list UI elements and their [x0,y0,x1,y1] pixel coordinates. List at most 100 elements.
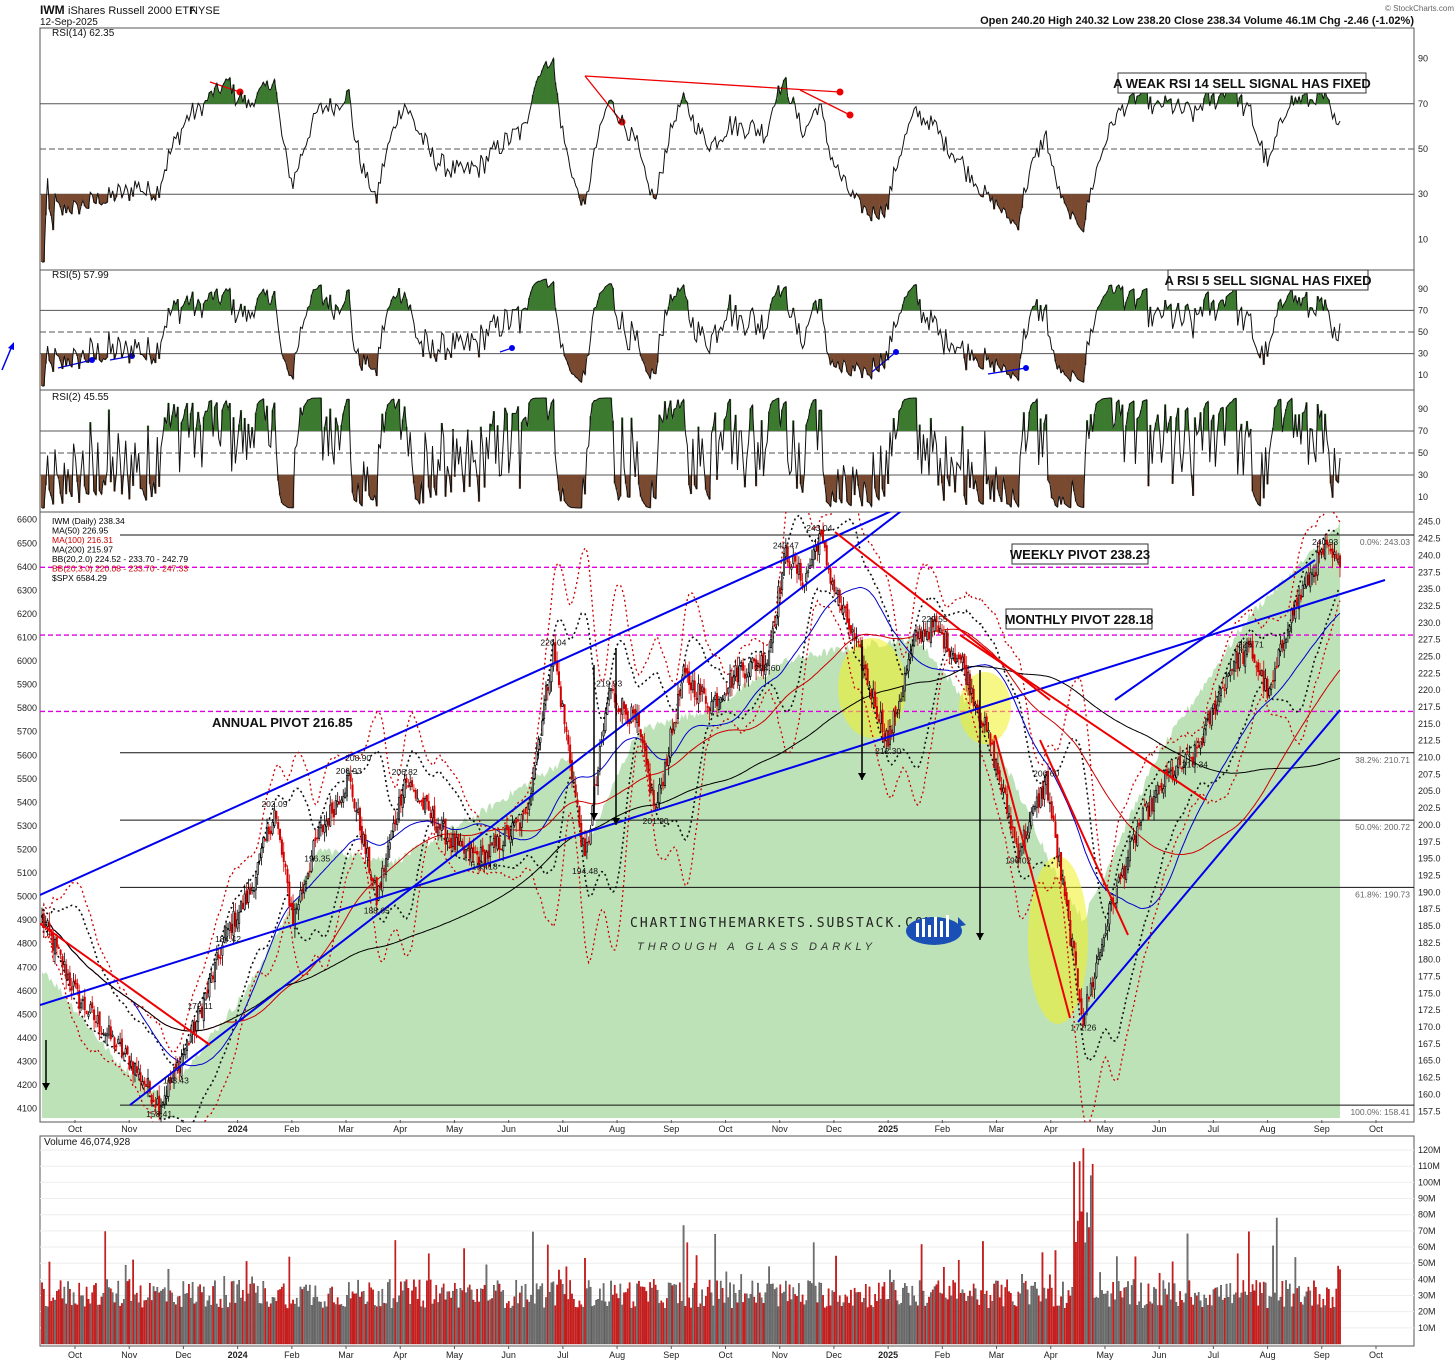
x-month-label: May [446,1350,464,1360]
volume-bar [792,1287,795,1345]
volume-bar [985,1290,988,1345]
candle-body [321,824,324,832]
volume-bar [673,1284,676,1345]
candle-body [957,654,960,660]
price-left-tick: 4200 [17,1080,37,1090]
monthly-pivot-label: MONTHLY PIVOT 228.18 [1005,608,1153,630]
candle-body [474,851,477,854]
volume-bar [944,1297,947,1345]
x-month-label: May [446,1124,464,1134]
red-trendline [40,922,211,1046]
volume-bar [1036,1288,1038,1345]
candle-body [742,662,745,671]
rsi2-tick: 50 [1418,448,1428,458]
volume-bar [398,1295,400,1345]
volume-bar [1058,1305,1061,1345]
volume-bar [364,1304,367,1345]
volume-bar [1314,1287,1317,1345]
candle-body [939,628,942,633]
candle-body [758,663,761,669]
volume-bar [1101,1290,1103,1345]
candle-body [647,760,650,774]
candle-body [849,625,852,634]
divergence-arrow-icon [236,88,244,96]
candle-body [699,684,702,696]
volume-bar [729,1282,731,1345]
volume-bar [1136,1305,1139,1345]
volume-bar [420,1306,423,1345]
volume-bar [758,1292,761,1345]
volume-bar [1192,1304,1194,1345]
candle-body [1164,770,1167,788]
volume-bar [1259,1282,1261,1345]
volume-bar [308,1284,311,1345]
candle-body [325,820,328,827]
price-point-label: 226.04 [540,637,566,647]
candle-body [1337,558,1340,563]
candle-body [585,842,588,853]
volume-bar [725,1271,728,1345]
volume-bar [638,1280,640,1345]
candle-body [645,746,648,765]
volume-bar [48,1261,51,1345]
price-left-tick: 6500 [17,538,37,548]
candle-body [160,1105,163,1115]
candle-body [1151,798,1154,812]
volume-bar [1160,1305,1163,1345]
volume-bar [1114,1299,1116,1345]
volume-bar [1091,1163,1094,1345]
candle-body [771,628,774,644]
volume-bar [690,1307,692,1345]
volume-bar [173,1302,175,1345]
price-point-label: 240.47 [773,540,799,550]
volume-bar [1050,1287,1053,1345]
candle-body [1216,704,1219,711]
candle-body [457,834,460,846]
volume-bar [413,1279,415,1345]
volume-bar [980,1290,982,1345]
volume-bar [409,1304,412,1345]
candle-body [998,770,1001,782]
divergence-arrow-icon [846,111,854,119]
candle-body [1316,552,1319,576]
candle-body [483,849,486,868]
candle-body [345,775,348,797]
volume-bar [52,1297,55,1345]
volume-bar [805,1300,808,1345]
volume-bar [1188,1280,1191,1345]
volume-bar [993,1283,995,1345]
volume-bar [1288,1283,1291,1345]
volume-bar [745,1293,748,1345]
volume-bar [156,1287,159,1345]
candle-body [44,924,47,926]
candle-body [1141,807,1144,821]
price-right-tick: 167.5 [1418,1039,1441,1049]
volume-bar [493,1285,495,1345]
candle-body [987,730,990,733]
candle-body [288,881,291,906]
price-point-label: 202.09 [261,799,287,809]
volume-bar [375,1306,378,1345]
volume-bar [1298,1286,1300,1345]
volume-bar [1084,1242,1087,1345]
volume-bar [1056,1305,1059,1345]
volume-bar [874,1294,876,1345]
volume-bar [258,1303,261,1345]
candle-body [1035,796,1038,809]
volume-bar [1023,1282,1025,1345]
volume-bar [900,1302,902,1345]
volume-bar [995,1280,997,1345]
candle-body [1277,649,1280,666]
volume-bar [1277,1300,1280,1345]
candle-body [1002,787,1005,793]
volume-tick: 120M [1418,1145,1441,1155]
candle-body [1270,683,1273,690]
volume-bar [180,1306,183,1345]
candle-body [972,688,975,707]
volume-bar [476,1289,478,1345]
volume-bar [1129,1304,1131,1345]
volume-bar [989,1295,992,1345]
volume-bar [70,1305,73,1345]
volume-bar [719,1280,722,1345]
volume-bar [277,1290,280,1345]
